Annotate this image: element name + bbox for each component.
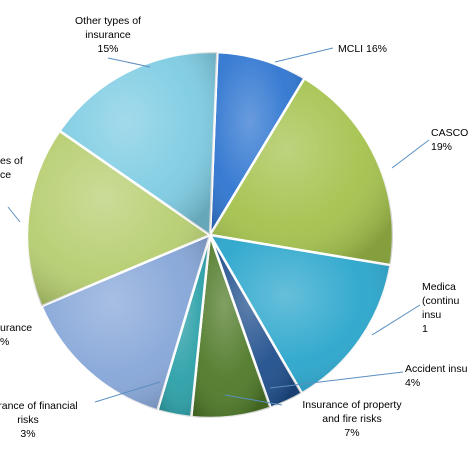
slice-label-line: Other types of (75, 15, 141, 27)
pie-slices (25, 50, 395, 420)
leader-line (274, 47, 334, 63)
slice-label-line: % (0, 336, 9, 348)
pie-slice-shading (59, 52, 218, 235)
slice-label-line: urance (0, 322, 32, 334)
slice-label-line: Accident insu (405, 363, 468, 375)
slice-label-line: es of (0, 155, 23, 167)
pie-slice-shading (191, 235, 271, 418)
slice-label-line: 1 (422, 323, 428, 335)
leader-line (371, 304, 421, 336)
pie-slice-shading (210, 52, 305, 236)
slice-label: CASCO 19% (431, 127, 468, 153)
leader-line (94, 381, 161, 403)
leader-lines (7, 47, 430, 406)
slice-label-line: Medica (422, 281, 456, 293)
slice-label: Insurance of property and fire risks 7% (302, 399, 402, 439)
pie-slice-shading (210, 235, 391, 394)
pie-slice-shading (41, 235, 211, 411)
pie-slice-shading (26, 130, 211, 307)
slice-label-line: ce (0, 169, 11, 181)
slice-label-line: Insurance of financial (0, 400, 78, 412)
slice-label: urance% (0, 322, 32, 348)
pie-slice-shading (210, 235, 302, 408)
slice-label: Insurance of financial risks 3% (0, 400, 78, 440)
slice-label-line: 15% (97, 43, 118, 55)
pie-slice-shading (210, 78, 393, 266)
slice-label-line: Insurance of property (302, 399, 402, 411)
slice-label-line: CASCO (431, 127, 468, 139)
slice-label-line: 19% (431, 141, 452, 153)
slice-label: Accident insu 4% (405, 363, 468, 389)
leader-line (391, 139, 430, 169)
slice-label: Other types of insurance 15% (75, 15, 141, 55)
slice-labels: MCLI 16% CASCO 19% Medica (continu insu 1 Accid… (0, 15, 468, 440)
slice-label-line: insu (422, 309, 441, 321)
slice-label-line: and fire risks (322, 413, 382, 425)
leader-line (269, 371, 404, 389)
slice-label: MCLI 16% (338, 43, 387, 55)
slice-label-line: risks (17, 414, 39, 426)
leader-line (107, 57, 151, 68)
slice-label: Medica (continu insu 1 (422, 281, 460, 335)
slice-label-line: MCLI 16% (338, 43, 387, 55)
slice-label-line: 7% (344, 427, 359, 439)
leader-line (7, 206, 21, 223)
slice-label-line: (continu (422, 295, 460, 307)
slice-label: es of ce (0, 155, 23, 181)
slice-label-line: insurance (85, 29, 131, 41)
slice-label-line: 3% (20, 428, 35, 440)
leader-line (224, 394, 283, 406)
slice-label-line: 4% (405, 377, 420, 389)
